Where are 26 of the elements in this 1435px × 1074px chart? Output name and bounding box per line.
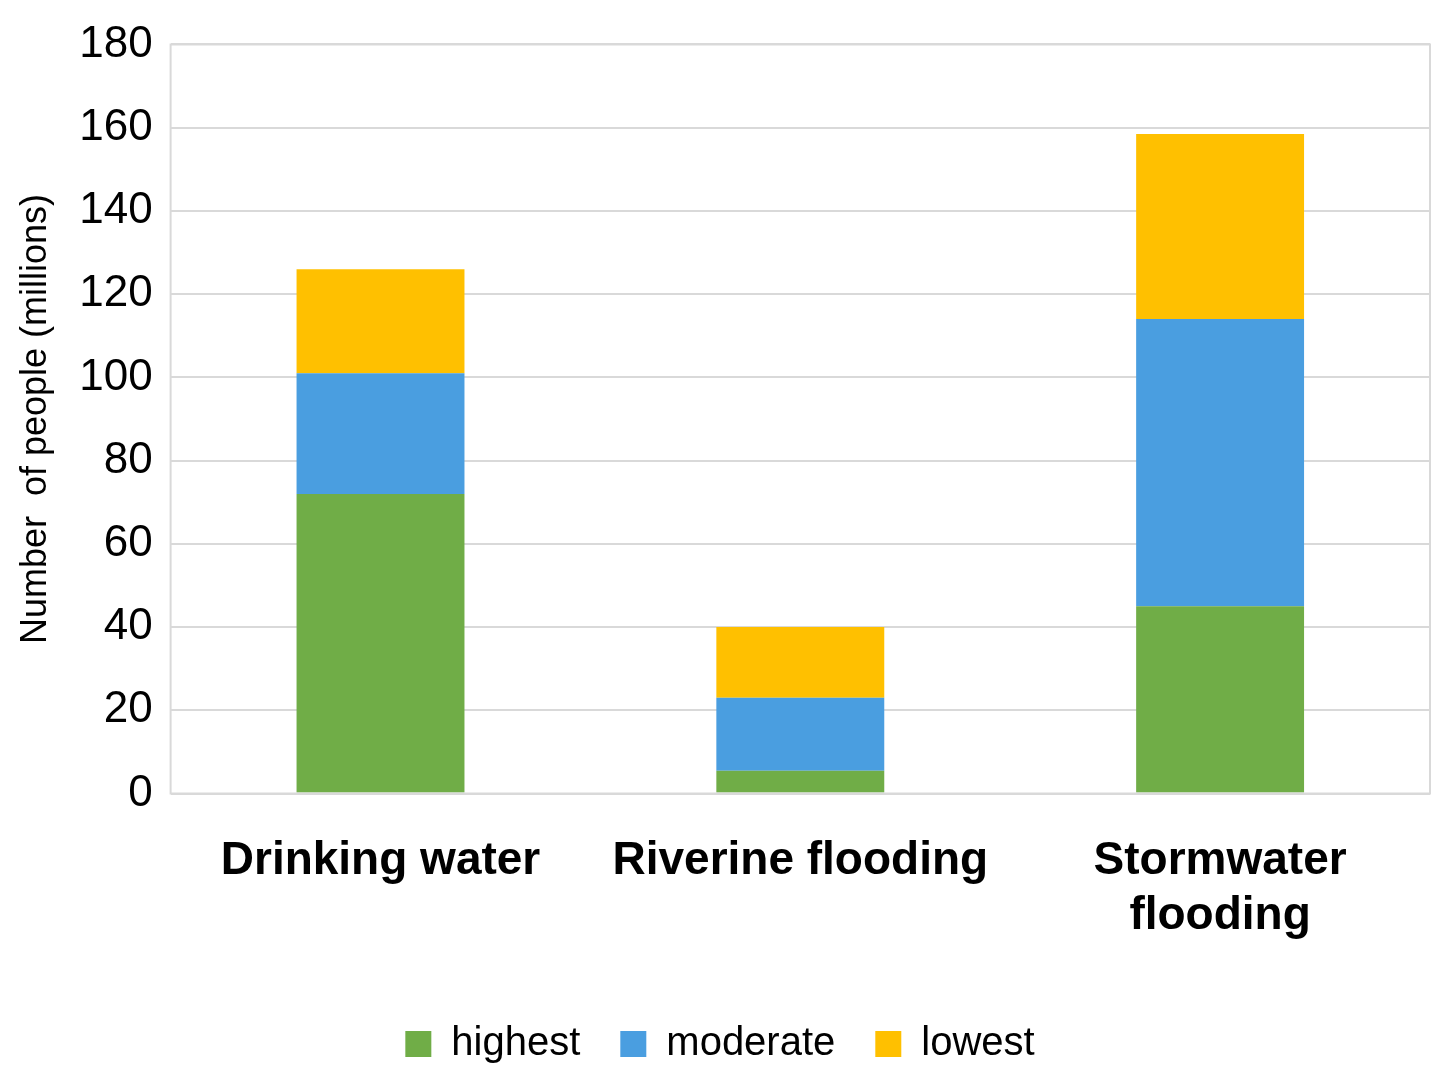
legend-label: lowest	[921, 1019, 1035, 1064]
y-tick-label: 180	[79, 16, 153, 66]
y-tick-label: 0	[128, 765, 153, 815]
y-tick-label: 40	[103, 599, 153, 649]
bar	[296, 269, 465, 374]
bar	[296, 493, 465, 793]
bar	[716, 627, 885, 698]
y-tick-label: 100	[79, 349, 153, 399]
bar	[1136, 606, 1305, 793]
bar	[716, 770, 885, 793]
x-tick-label: Stormwater flooding	[1093, 831, 1347, 940]
y-tick-label: 80	[103, 432, 153, 482]
y-tick-label: 120	[79, 266, 153, 316]
legend-label: highest	[451, 1019, 581, 1064]
y-tick-label: 140	[79, 183, 153, 233]
x-tick-label: Drinking water	[220, 831, 541, 884]
y-tick-label: 160	[79, 99, 153, 149]
bar	[716, 697, 885, 771]
bar	[1136, 319, 1305, 607]
y-tick-label: 60	[103, 516, 153, 566]
bar	[296, 373, 465, 494]
y-axis-title: Number of people (millions)	[12, 193, 54, 645]
x-tick-label: Riverine flooding	[612, 831, 989, 884]
y-tick-label: 20	[103, 682, 153, 732]
bar	[1136, 133, 1305, 320]
legend-label: moderate	[666, 1019, 836, 1064]
